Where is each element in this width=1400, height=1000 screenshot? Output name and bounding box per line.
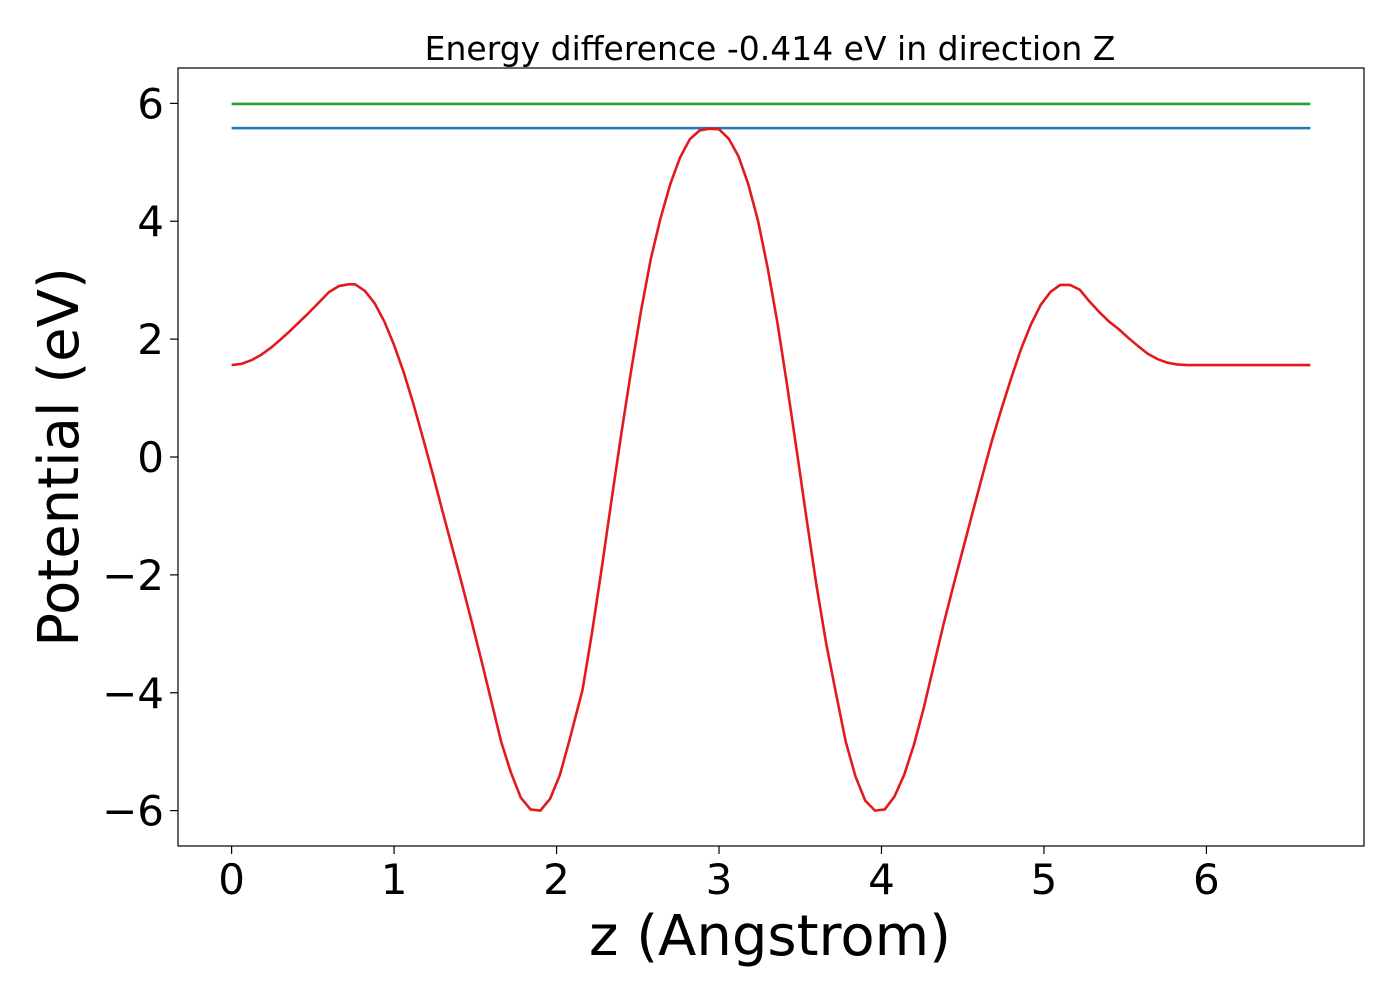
y-tick-label: −6 bbox=[102, 787, 164, 836]
series-layer bbox=[231, 102, 1311, 812]
x-tick-label: 4 bbox=[868, 855, 895, 904]
y-tick-label: −4 bbox=[102, 669, 164, 718]
x-tick-label: 0 bbox=[218, 855, 245, 904]
y-axis: 6 4 2 0 −2 −4 −6 bbox=[102, 79, 178, 836]
x-tick-label: 5 bbox=[1031, 855, 1058, 904]
y-tick-label: 2 bbox=[137, 315, 164, 364]
chart-title: Energy difference -0.414 eV in direction… bbox=[425, 29, 1116, 68]
x-tick-label: 6 bbox=[1193, 855, 1220, 904]
series-line-2 bbox=[231, 127, 1311, 812]
y-tick-label: 6 bbox=[137, 79, 164, 128]
y-tick-label: 4 bbox=[137, 197, 164, 246]
x-tick-label: 2 bbox=[543, 855, 570, 904]
y-axis-label: Potential (eV) bbox=[27, 267, 92, 647]
plot-frame bbox=[177, 67, 1365, 847]
x-tick-label: 3 bbox=[706, 855, 733, 904]
x-axis-label: z (Angstrom) bbox=[589, 904, 951, 969]
y-tick-label: 0 bbox=[137, 433, 164, 482]
x-axis: 0 1 2 3 4 5 6 bbox=[218, 846, 1220, 904]
y-tick-label: −2 bbox=[102, 551, 164, 600]
x-tick-label: 1 bbox=[381, 855, 408, 904]
